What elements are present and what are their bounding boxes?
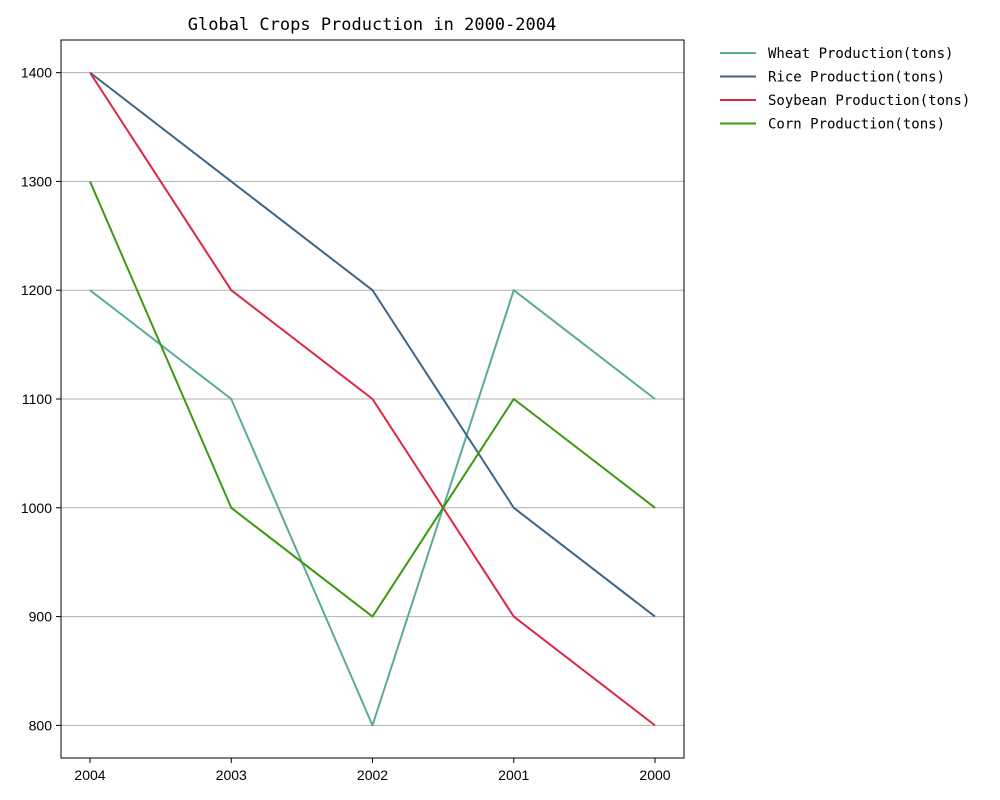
x-tick-label: 2004	[74, 767, 105, 783]
legend-label-corn-production: Corn Production(tons)	[768, 117, 945, 133]
y-tick-label: 1200	[21, 282, 52, 298]
x-tick-label: 2002	[357, 767, 388, 783]
y-tick-label: 1100	[22, 391, 52, 407]
x-tick-label: 2000	[639, 767, 670, 783]
y-tick-label: 900	[29, 609, 53, 625]
x-axis-ticks: 2004 2003 2002 2001 2000	[74, 758, 671, 783]
legend: Wheat Production(tons) Rice Production(to…	[720, 46, 970, 133]
series-line-wheat-production	[89, 289, 656, 727]
y-tick-label: 1300	[21, 173, 52, 189]
series-line-soybean-production	[89, 72, 656, 727]
legend-label-rice-production: Rice Production(tons)	[768, 70, 945, 86]
y-tick-label: 1000	[21, 500, 52, 516]
y-tick-label: 1400	[21, 65, 52, 81]
y-axis-ticks: 800 900 1000 1100 1200 1300 1400	[21, 65, 61, 733]
y-tick-label: 800	[29, 717, 53, 733]
series-line-corn-production	[89, 181, 656, 618]
x-tick-label: 2003	[216, 767, 247, 783]
series-line-rice-production	[89, 71, 656, 618]
series-lines	[89, 71, 656, 727]
legend-label-wheat-production: Wheat Production(tons)	[768, 46, 953, 62]
x-tick-label: 2001	[498, 767, 529, 783]
chart-title: Global Crops Production in 2000-2004	[188, 15, 556, 35]
legend-label-soybean-production: Soybean Production(tons)	[768, 93, 970, 109]
